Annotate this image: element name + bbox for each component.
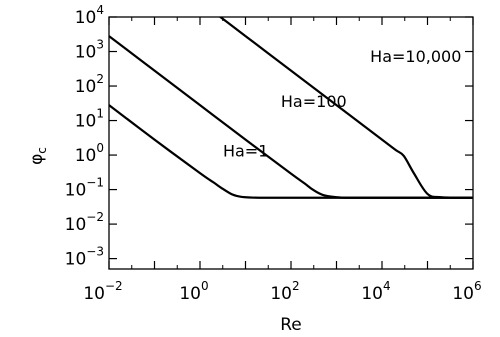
x-tick-labels: 10−2 100 102 104 106 xyxy=(83,279,481,304)
y-tick-base: 10 xyxy=(65,215,87,235)
y-tick-exponent: 1 xyxy=(96,107,104,121)
y-axis-label-sub: c xyxy=(35,147,49,154)
y-tick-label: 10−3 xyxy=(65,245,104,270)
y-tick-base: 10 xyxy=(75,77,97,97)
series-line-ha-10-000 xyxy=(218,17,473,199)
y-tick-exponent: 2 xyxy=(96,72,104,86)
y-tick-label: 104 xyxy=(75,3,104,28)
x-tick-exponent: 4 xyxy=(383,279,391,293)
y-tick-exponent: 0 xyxy=(96,141,104,155)
y-tick-exponent: −1 xyxy=(86,176,104,190)
x-tick-label: 106 xyxy=(452,279,481,304)
series-line-ha-1 xyxy=(109,104,473,199)
x-tick-base: 10 xyxy=(83,284,105,304)
x-tick-exponent: −2 xyxy=(105,279,123,293)
y-tick-exponent: 3 xyxy=(96,38,104,52)
y-tick-label: 101 xyxy=(75,107,104,132)
annotations: Ha=1 Ha=100 Ha=10,000 xyxy=(223,47,461,161)
y-tick-label: 102 xyxy=(75,72,104,97)
x-tick-base: 10 xyxy=(452,284,474,304)
y-tick-base: 10 xyxy=(75,43,97,63)
x-tick-exponent: 2 xyxy=(292,279,300,293)
x-tick-base: 10 xyxy=(361,284,383,304)
y-tick-base: 10 xyxy=(75,112,97,132)
x-axis-label: Re xyxy=(280,315,302,335)
y-tick-exponent: −3 xyxy=(86,245,104,259)
annotation-ha-1: Ha=1 xyxy=(223,142,268,161)
y-tick-exponent: −2 xyxy=(86,210,104,224)
y-tick-label: 103 xyxy=(75,38,104,63)
series-lines xyxy=(109,17,473,199)
x-tick-base: 10 xyxy=(179,284,201,304)
x-tick-label: 102 xyxy=(270,279,299,304)
x-tick-exponent: 6 xyxy=(474,279,482,293)
y-tick-exponent: 4 xyxy=(96,3,104,17)
y-tick-base: 10 xyxy=(65,181,87,201)
x-tick-label: 100 xyxy=(179,279,208,304)
y-tick-base: 10 xyxy=(65,250,87,270)
y-axis-label-base: φ xyxy=(27,154,47,165)
y-axis-label: φc xyxy=(27,147,49,165)
x-tick-label: 104 xyxy=(361,279,390,304)
x-tick-base: 10 xyxy=(270,284,292,304)
series-line-ha-100 xyxy=(109,35,473,199)
y-tick-label: 10−1 xyxy=(65,176,104,201)
x-tick-label: 10−2 xyxy=(83,279,122,304)
y-tick-label: 100 xyxy=(75,141,104,166)
annotation-ha-10-000: Ha=10,000 xyxy=(370,47,461,66)
y-tick-label: 10−2 xyxy=(65,210,104,235)
y-tick-base: 10 xyxy=(75,8,97,28)
y-tick-base: 10 xyxy=(75,146,97,166)
x-tick-exponent: 0 xyxy=(201,279,209,293)
annotation-ha-100: Ha=100 xyxy=(281,92,347,111)
